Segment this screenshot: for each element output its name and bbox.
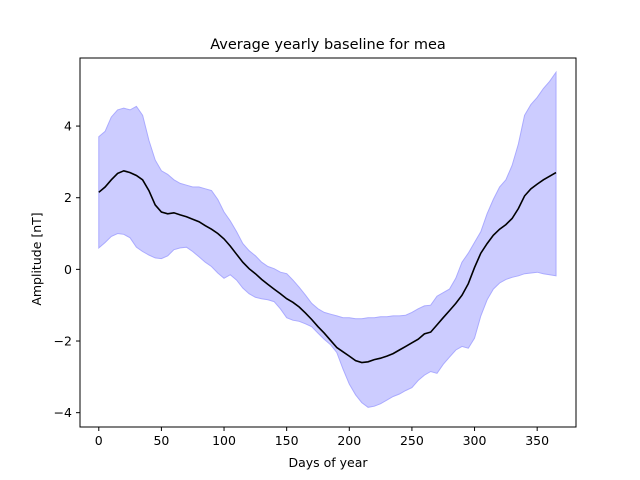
x-tick-label: 100 bbox=[212, 433, 236, 448]
y-tick-label: 0 bbox=[64, 262, 72, 277]
y-tick-label: −2 bbox=[54, 334, 72, 349]
confidence-band-area bbox=[98, 70, 557, 408]
confidence-band bbox=[98, 70, 557, 408]
y-tick-label: 2 bbox=[64, 190, 72, 205]
x-axis: 0 50 100 150 200 250 300 350 bbox=[95, 427, 549, 448]
y-axis: −4 −2 0 2 4 bbox=[54, 119, 80, 420]
x-tick-label: 0 bbox=[95, 433, 103, 448]
y-tick-label: −4 bbox=[54, 405, 72, 420]
x-axis-label: Days of year bbox=[288, 455, 368, 470]
x-tick-label: 50 bbox=[153, 433, 169, 448]
mean-line bbox=[98, 169, 557, 364]
y-axis-label: Amplitude [nT] bbox=[29, 212, 44, 305]
mean-line-group bbox=[98, 169, 557, 364]
chart-title: Average yearly baseline for mea bbox=[210, 37, 446, 53]
x-tick-label: 350 bbox=[525, 433, 549, 448]
x-tick-label: 200 bbox=[337, 433, 361, 448]
x-tick-label: 300 bbox=[463, 433, 487, 448]
y-tick-label: 4 bbox=[64, 119, 72, 134]
plot-frame bbox=[79, 57, 577, 428]
x-tick-label: 150 bbox=[275, 433, 299, 448]
x-tick-label: 250 bbox=[400, 433, 424, 448]
